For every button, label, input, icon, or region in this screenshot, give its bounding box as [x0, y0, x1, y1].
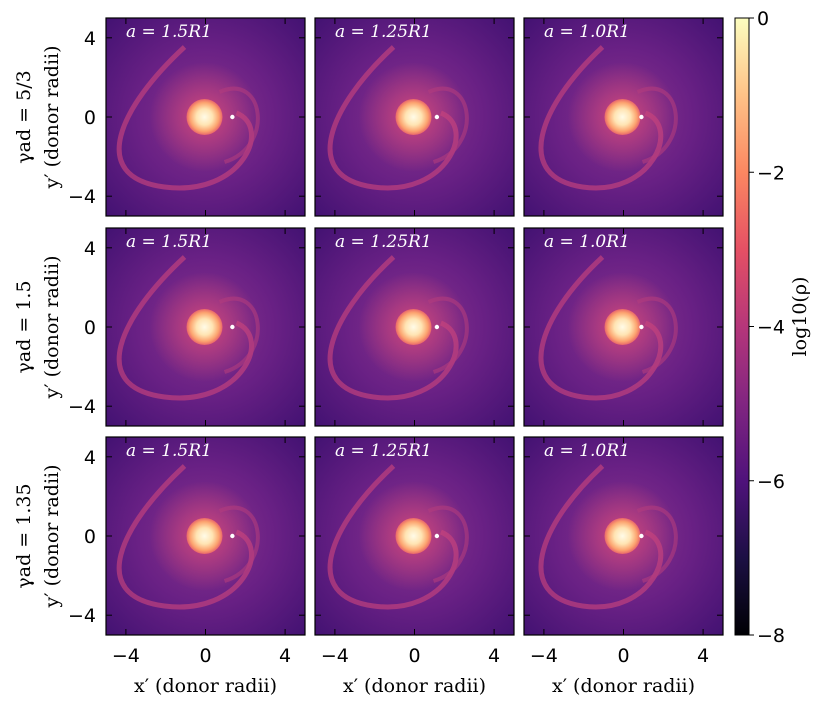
panel-label: a = 1.0R1 [544, 232, 630, 252]
x-tick-label: 0 [408, 645, 420, 667]
inner-stream [218, 86, 260, 164]
colorbar: 0 −2 −4 −6 −8 log10(ρ) [734, 8, 811, 647]
accretor-point [230, 114, 235, 120]
panel-label: a = 1.25R1 [335, 22, 432, 42]
colorbar-gradient [734, 17, 750, 636]
y-axis-label: y′ (donor radii) [41, 45, 63, 189]
y-tick-label: −4 [68, 605, 96, 627]
y-tick-label: 0 [84, 107, 96, 129]
accretor-point [230, 533, 235, 539]
panel-label: a = 1.0R1 [544, 441, 630, 461]
donor-star [604, 518, 641, 554]
inner-stream [427, 86, 469, 164]
donor-star [395, 309, 432, 345]
panel-label: a = 1.0R1 [544, 22, 630, 42]
panel-r1-c0: a = 1.5R1 [105, 227, 306, 427]
y-tick-label: 4 [84, 238, 96, 260]
inner-stream [636, 86, 678, 164]
accretor-point [639, 114, 644, 120]
spiral-arm [538, 255, 664, 401]
x-tick-label: 0 [617, 645, 629, 667]
panel-label: a = 1.25R1 [335, 232, 432, 252]
inner-stream [636, 505, 678, 583]
panel-r1-c1: a = 1.25R1 [314, 227, 515, 427]
colorbar-tick-label: 0 [757, 8, 769, 30]
colorbar-tick-label: −8 [757, 625, 785, 647]
panel-label: a = 1.5R1 [126, 441, 212, 461]
inner-stream [218, 296, 260, 374]
spiral-arm [538, 464, 664, 610]
spiral-arm [327, 45, 459, 191]
x-tick-label: −4 [112, 645, 140, 667]
inner-stream [427, 296, 469, 374]
accretor-point [639, 324, 644, 330]
panel-r0-c1: a = 1.25R1 [314, 17, 515, 217]
y-tick-label: 0 [84, 317, 96, 339]
inner-stream [636, 296, 678, 374]
x-tick-label: 4 [697, 645, 709, 667]
donor-star [186, 518, 223, 554]
y-tick-label: −4 [68, 186, 96, 208]
donor-star [604, 99, 641, 135]
x-axis-label: x′ (donor radii) [134, 675, 277, 697]
donor-star [395, 99, 432, 135]
colorbar-tick-label: −6 [757, 471, 785, 493]
spiral-arm [327, 255, 459, 401]
panel-r0-c2: a = 1.0R1 [523, 17, 724, 217]
panel-label: a = 1.5R1 [126, 22, 212, 42]
y-tick-label: 0 [84, 526, 96, 548]
panel-label: a = 1.5R1 [126, 232, 212, 252]
row-label: γad = 1.35 [13, 483, 35, 588]
panel-label: a = 1.25R1 [335, 441, 432, 461]
inner-stream [427, 505, 469, 583]
x-axis-label: x′ (donor radii) [552, 675, 695, 697]
accretor-point [639, 533, 644, 539]
x-tick-label: −4 [530, 645, 558, 667]
panel-r0-c0: a = 1.5R1 [105, 17, 306, 217]
accretor-point [434, 114, 440, 120]
x-tick-label: −4 [321, 645, 349, 667]
panel-r2-c2: a = 1.0R1 [523, 436, 724, 636]
x-tick-label: 0 [199, 645, 211, 667]
colorbar-tick-label: −2 [757, 162, 785, 184]
accretor-point [434, 533, 440, 539]
row-label: γad = 1.5 [13, 280, 35, 373]
accretor-point [230, 324, 235, 330]
donor-star [395, 518, 432, 554]
accretor-point [434, 324, 440, 330]
panel-r2-c0: a = 1.5R1 [105, 436, 306, 636]
y-tick-label: 4 [84, 28, 96, 50]
y-tick-label: 4 [84, 447, 96, 469]
donor-star [186, 99, 223, 135]
x-tick-label: 4 [488, 645, 500, 667]
donor-star [604, 309, 641, 345]
y-tick-label: −4 [68, 396, 96, 418]
x-tick-label: 4 [279, 645, 291, 667]
colorbar-label: log10(ρ) [789, 277, 811, 357]
panel-r2-c1: a = 1.25R1 [314, 436, 515, 636]
inner-stream [218, 505, 260, 583]
spiral-arm [538, 45, 664, 191]
donor-star [186, 309, 223, 345]
row-label: γad = 5/3 [13, 70, 35, 163]
x-axis-label: x′ (donor radii) [343, 675, 486, 697]
y-axis-label: y′ (donor radii) [41, 464, 63, 608]
panel-r1-c2: a = 1.0R1 [523, 227, 724, 427]
y-axis-label: y′ (donor radii) [41, 255, 63, 399]
colorbar-tick-label: −4 [757, 317, 785, 339]
spiral-arm [327, 464, 459, 610]
